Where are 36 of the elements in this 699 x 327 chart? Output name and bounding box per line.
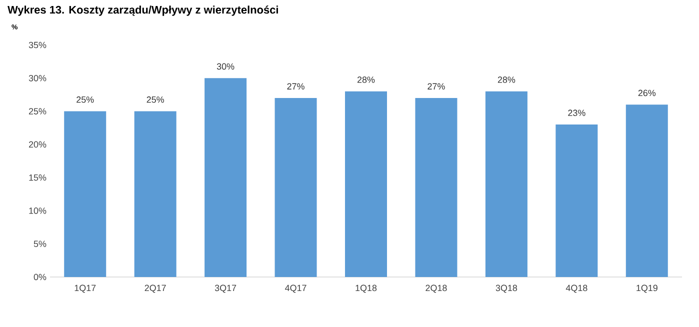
bar [274, 98, 317, 277]
y-tick-label: 20% [28, 141, 46, 148]
data-label: 25% [76, 96, 94, 103]
bar [345, 91, 387, 277]
data-label: 25% [146, 96, 164, 103]
bar [415, 98, 458, 277]
data-label: 26% [638, 90, 656, 96]
x-tick-label: 1Q17 [74, 284, 96, 293]
x-tick-label: 2Q18 [426, 284, 447, 293]
x-tick-label: 3Q17 [214, 284, 236, 293]
data-label: 30% [216, 63, 234, 70]
y-tick-label: 25% [28, 108, 46, 114]
x-tick-label: 1Q18 [356, 284, 377, 293]
y-tick-label: 10% [29, 208, 46, 214]
bar [204, 78, 247, 277]
y-tick-label: 5% [34, 240, 46, 248]
bar [626, 104, 668, 277]
bar [485, 91, 528, 277]
data-label: 28% [357, 76, 375, 83]
x-tick-label: 2Q17 [144, 284, 166, 293]
bar [556, 124, 598, 277]
data-label: 27% [287, 83, 304, 90]
x-tick-label: 4Q18 [566, 284, 588, 293]
y-tick-label: 35% [28, 42, 46, 48]
y-tick-label: 15% [29, 174, 46, 181]
x-tick-label: 1Q19 [636, 284, 658, 293]
x-tick-label: 4Q17 [285, 284, 306, 293]
x-tick-label: 3Q18 [496, 284, 518, 293]
data-label: 28% [498, 76, 516, 83]
data-label: 27% [428, 83, 445, 90]
chart-title: Wykres 13. Koszty zarządu/Wpływy z wierzytelności [8, 6, 278, 16]
data-label: 23% [568, 110, 586, 116]
y-tick-label: 0% [34, 274, 46, 280]
y-tick-label: 30% [28, 74, 46, 82]
bar [134, 111, 176, 277]
bar [64, 111, 106, 277]
